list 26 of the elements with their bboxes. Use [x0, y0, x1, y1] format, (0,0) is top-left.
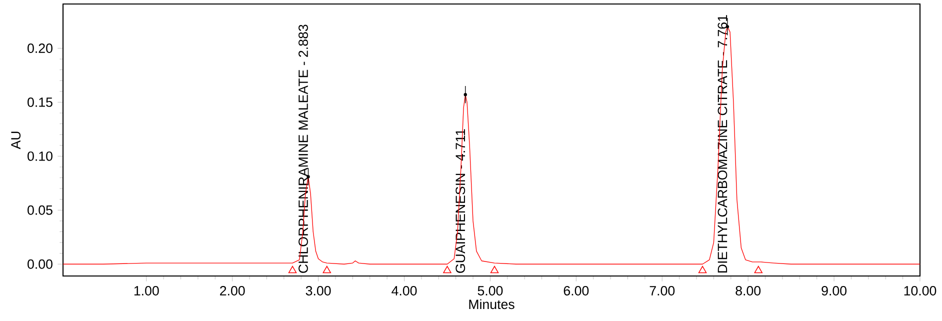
y-tick-label: 0.15	[28, 98, 52, 107]
point	[464, 93, 467, 96]
x-tick-label: 3.00	[306, 286, 331, 296]
point	[490, 266, 499, 274]
y-tick-label: 0.20	[28, 44, 52, 53]
y-tick-label: 0.05	[28, 205, 52, 215]
x-tick-label: 2.00	[220, 286, 245, 296]
x-tick-label: 5.00	[478, 286, 503, 296]
x-tick-label: 10.00	[904, 286, 936, 296]
x-axis-title: Minutes	[469, 299, 514, 310]
point	[322, 266, 331, 274]
y-axis-title: AU	[11, 132, 21, 150]
x-tick-label: 8.00	[736, 286, 761, 296]
y-tick-label: 0.10	[28, 151, 52, 161]
point	[698, 266, 707, 274]
annotation: CHLORPHENIRAMINE MALEATE - 2.883	[298, 24, 308, 273]
annotation: GUAIPHENESIN - 4.711	[456, 129, 466, 273]
x-tick-label: 6.00	[564, 286, 589, 296]
point	[754, 266, 762, 274]
x-tick-label: 4.00	[392, 286, 417, 296]
x-tick-label: 1.00	[134, 286, 159, 296]
point	[443, 266, 452, 274]
point	[288, 266, 297, 274]
y-tick-label: 0.00	[28, 259, 52, 269]
x-tick-label: 7.00	[650, 286, 675, 296]
x-tick-label: 9.00	[822, 286, 846, 296]
